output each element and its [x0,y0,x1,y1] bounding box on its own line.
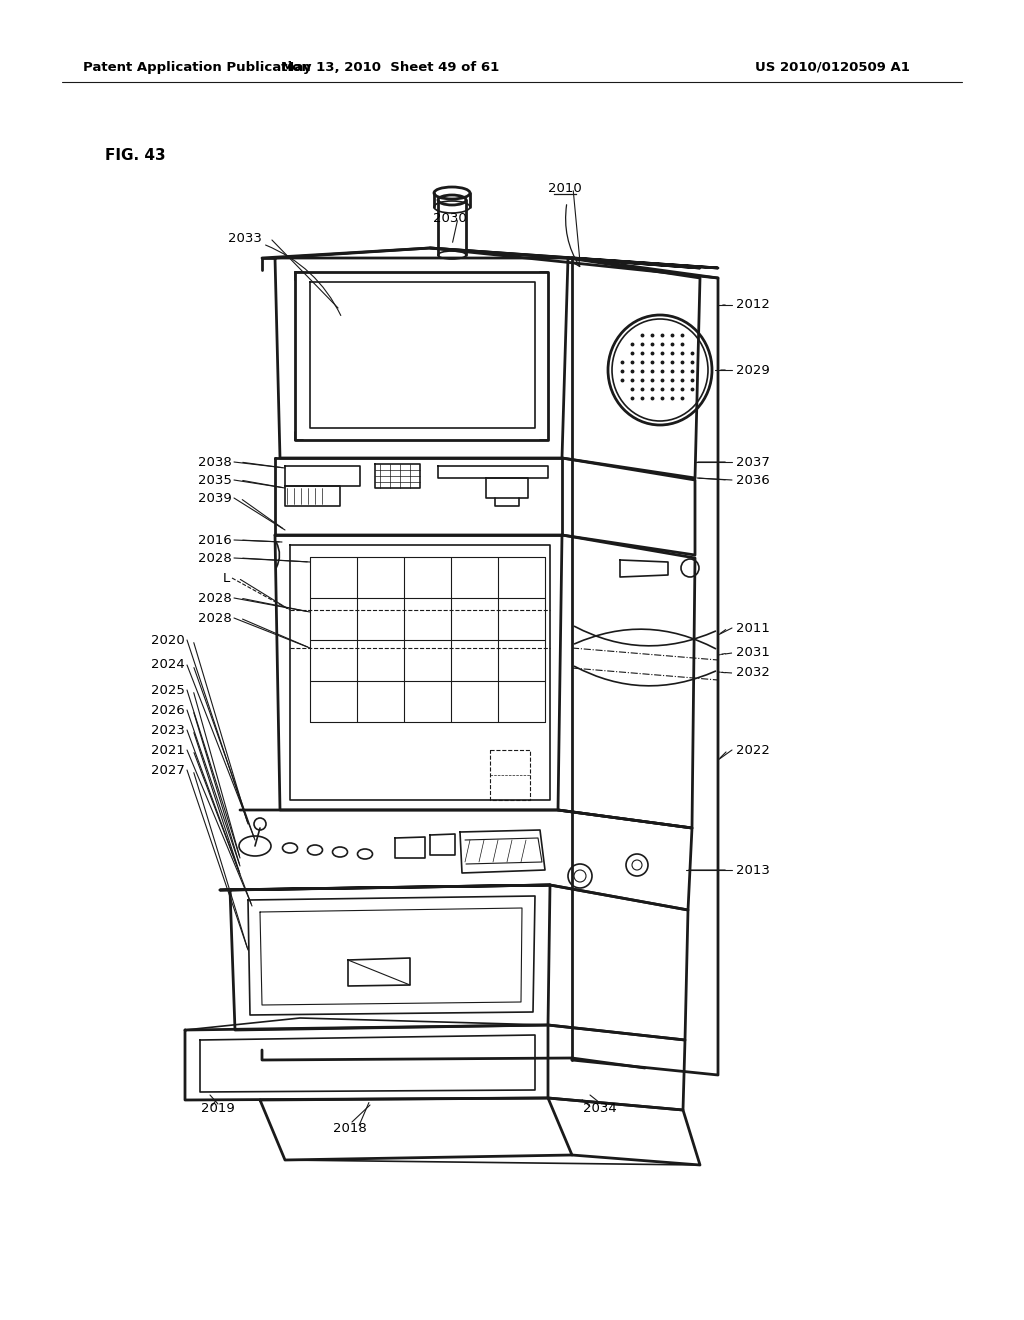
Text: 2029: 2029 [736,363,770,376]
Text: L: L [223,572,230,585]
Text: 2016: 2016 [199,533,232,546]
Text: Patent Application Publication: Patent Application Publication [83,61,310,74]
Text: 2024: 2024 [152,659,185,672]
Text: US 2010/0120509 A1: US 2010/0120509 A1 [755,61,910,74]
Text: 2037: 2037 [736,455,770,469]
Text: 2028: 2028 [199,611,232,624]
Text: 2030: 2030 [433,211,467,224]
Text: 2011: 2011 [736,622,770,635]
Text: 2012: 2012 [736,298,770,312]
Text: 2020: 2020 [152,634,185,647]
Text: 2013: 2013 [736,863,770,876]
Text: 2025: 2025 [152,684,185,697]
Text: 2019: 2019 [201,1101,234,1114]
Text: 2028: 2028 [199,552,232,565]
Text: 2023: 2023 [152,723,185,737]
Text: 2032: 2032 [736,667,770,680]
Text: 2038: 2038 [199,455,232,469]
Text: 2021: 2021 [152,743,185,756]
Text: 2027: 2027 [152,763,185,776]
Text: 2035: 2035 [198,474,232,487]
Text: 2010: 2010 [548,181,582,194]
Text: 2018: 2018 [333,1122,367,1134]
Text: May 13, 2010  Sheet 49 of 61: May 13, 2010 Sheet 49 of 61 [281,61,499,74]
Text: 2022: 2022 [736,743,770,756]
Text: FIG. 43: FIG. 43 [105,148,166,162]
Text: 2026: 2026 [152,704,185,717]
Text: 2031: 2031 [736,647,770,660]
Text: 2034: 2034 [583,1101,616,1114]
Text: 2028: 2028 [199,591,232,605]
Text: 2033: 2033 [228,231,262,244]
Text: 2036: 2036 [736,474,770,487]
Text: 2039: 2039 [199,491,232,504]
